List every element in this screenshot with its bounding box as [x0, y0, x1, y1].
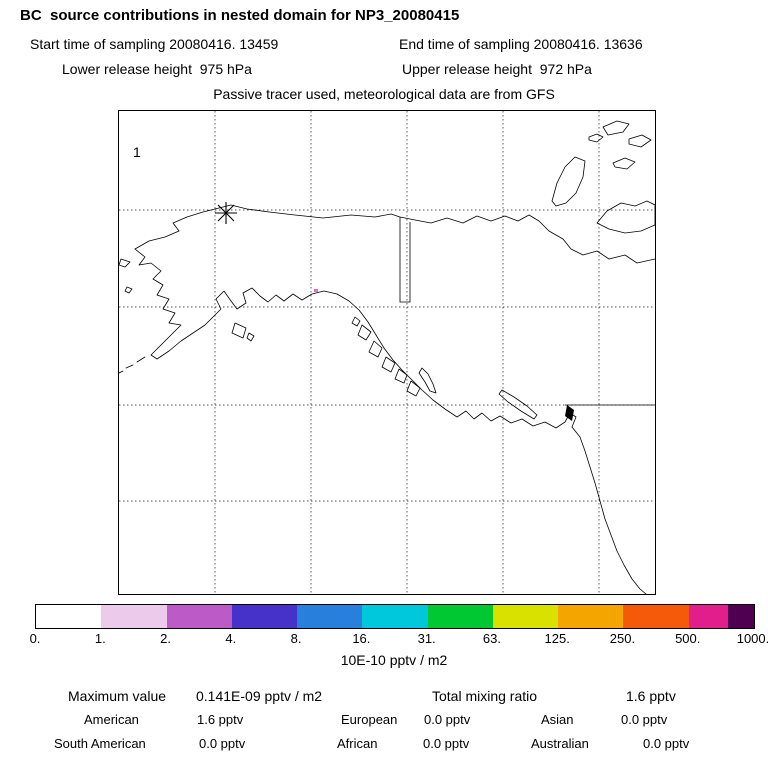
colorbar-segment — [427, 605, 493, 628]
island-kodiak — [231, 322, 255, 342]
colorbar-segment — [558, 605, 624, 628]
region-name: American — [84, 712, 139, 727]
region-name: South American — [54, 736, 146, 751]
colorbar-segment — [623, 605, 689, 628]
border-alaska-yukon — [399, 217, 411, 303]
upper-release-text: Upper release height 972 hPa — [402, 61, 592, 77]
colorbar-tick-label: 31. — [417, 631, 436, 646]
figure-title: BC source contributions in nested domain… — [20, 7, 460, 24]
nest-domain-label: 1 — [133, 144, 141, 160]
colorbar-tick-label: 63. — [482, 631, 501, 646]
region-value: 1.6 pptv — [197, 712, 244, 727]
island-haida-gwaii — [418, 367, 437, 394]
end-time-text: End time of sampling 20080416. 13636 — [399, 36, 643, 52]
colorbar-segment — [492, 605, 559, 628]
colorbar-segment — [36, 605, 102, 628]
colorbar-tick-label: 1000. — [736, 631, 768, 646]
islands-se-alaska — [351, 316, 421, 397]
region-value: 0.0 pptv — [199, 736, 246, 751]
political-borders — [399, 217, 655, 406]
region-value: 0.0 pptv — [643, 736, 690, 751]
colorbar-segment — [231, 605, 298, 628]
map-svg: 1 — [119, 111, 655, 594]
source-marker-icon — [215, 202, 237, 224]
island-st-lawrence — [119, 258, 131, 268]
map-panel: 1 — [118, 110, 656, 595]
region-name: African — [337, 736, 378, 751]
colorbar-unit-label: 10E-10 pptv / m2 — [340, 652, 448, 668]
colorbar-tick-label: 4. — [225, 631, 237, 646]
puget-sound-landmass — [565, 405, 574, 421]
region-name: European — [341, 712, 398, 727]
region-name: Australian — [531, 736, 589, 751]
start-time-text: Start time of sampling 20080416. 13459 — [30, 36, 279, 52]
max-value-label: Maximum value — [68, 688, 167, 704]
colorbar — [35, 604, 755, 629]
coast-pacific — [134, 248, 647, 594]
colorbar-tick-label: 1. — [94, 631, 106, 646]
colorbar-tick-label: 0. — [29, 631, 41, 646]
region-value: 0.0 pptv — [424, 712, 471, 727]
colorbar-segment — [727, 605, 754, 628]
colorbar-tick-label: 16. — [352, 631, 371, 646]
coastlines — [119, 120, 655, 594]
total-ratio-value: 1.6 pptv — [626, 688, 676, 704]
colorbar-tick-label: 125. — [544, 631, 570, 646]
total-ratio-label: Total mixing ratio — [432, 688, 538, 704]
islands-top-right — [588, 120, 652, 170]
island-victoria — [596, 200, 655, 234]
island-st-matthew — [124, 286, 133, 294]
tracer-info-text: Passive tracer used, meteorological data… — [213, 86, 555, 102]
colorbar-segment — [297, 605, 363, 628]
concentration-cell — [314, 289, 318, 292]
region-value: 0.0 pptv — [621, 712, 668, 727]
island-banks — [551, 156, 586, 207]
coast-arctic — [134, 204, 655, 264]
island-vancouver — [498, 389, 538, 420]
colorbar-segment — [101, 605, 167, 628]
colorbar-tick-label: 8. — [290, 631, 302, 646]
lower-release-text: Lower release height 975 hPa — [62, 61, 252, 77]
grid-lines — [119, 111, 655, 594]
colorbar-tick-label: 2. — [160, 631, 171, 646]
colorbar-segment — [166, 605, 232, 628]
region-name: Asian — [541, 712, 574, 727]
colorbar-tick-label: 500. — [675, 631, 701, 646]
colorbar-tick-labels: 0. 1. 2. 4. 8. 16. 31. 63. 125. 250. 500. 1000. — [30, 631, 768, 647]
max-value: 0.141E-09 pptv / m2 — [196, 688, 323, 704]
region-value: 0.0 pptv — [423, 736, 470, 751]
coast-aleutians — [119, 356, 146, 374]
colorbar-segment — [688, 605, 728, 628]
colorbar-segment — [362, 605, 428, 628]
colorbar-tick-label: 250. — [609, 631, 636, 646]
